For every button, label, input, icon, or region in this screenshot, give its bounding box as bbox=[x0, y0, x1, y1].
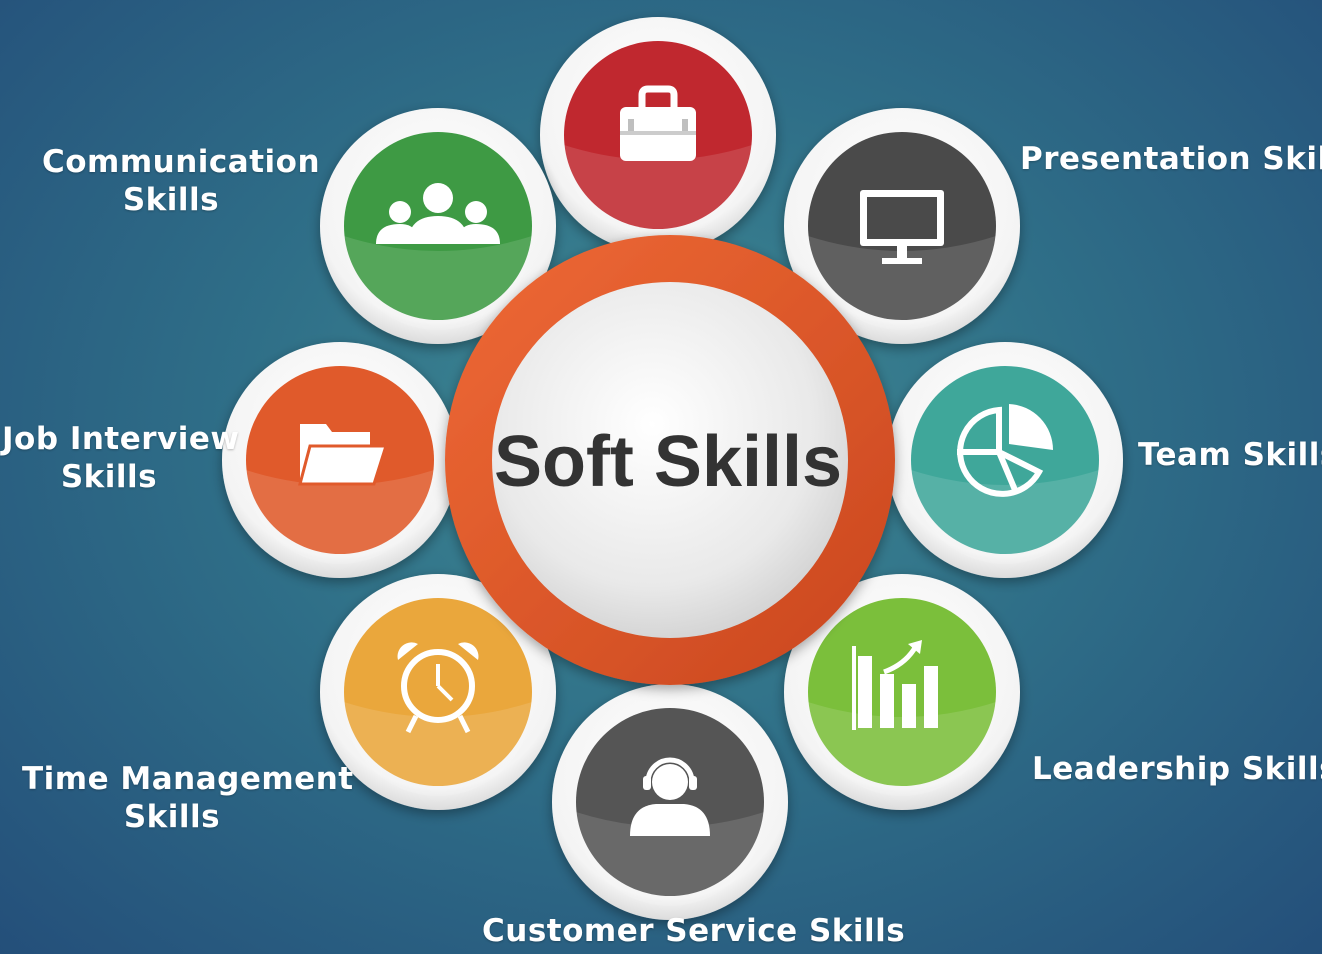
folder-icon bbox=[298, 424, 389, 486]
skill-node-job-interview bbox=[222, 342, 458, 578]
label-job-interview: Job Interview Skills bbox=[2, 420, 240, 496]
alarm-clock-icon bbox=[397, 642, 479, 734]
skill-node-disc bbox=[576, 708, 764, 896]
center-white-disc bbox=[492, 282, 848, 638]
label-line: Team Skills bbox=[1138, 437, 1322, 473]
skill-node-gloss bbox=[246, 470, 434, 564]
label-leadership: Leadership Skills bbox=[1032, 750, 1322, 788]
skill-node-gloss bbox=[911, 470, 1099, 564]
center-title: Soft Skills bbox=[494, 422, 842, 502]
label-line: Presentation Skills bbox=[1020, 141, 1322, 177]
label-customer-service: Customer Service Skills bbox=[482, 912, 905, 950]
skill-node-leadership bbox=[784, 574, 1020, 810]
label-communication: Communication Skills bbox=[42, 143, 321, 219]
people-group-icon bbox=[376, 183, 500, 244]
monitor-icon bbox=[860, 190, 944, 264]
center-hub: Soft Skills bbox=[445, 235, 895, 685]
skill-node-team bbox=[887, 342, 1123, 578]
skill-node-top bbox=[540, 17, 776, 253]
label-line: Skills bbox=[122, 182, 220, 218]
headset-user-icon bbox=[630, 757, 710, 836]
label-line: Time Management bbox=[22, 761, 354, 797]
label-presentation: Presentation Skills bbox=[1020, 140, 1322, 178]
skill-node-time-management bbox=[320, 574, 556, 810]
briefcase-icon bbox=[620, 85, 696, 161]
skill-node-gloss bbox=[344, 702, 532, 796]
label-line: Job Interview bbox=[2, 421, 240, 457]
label-line: Customer Service Skills bbox=[482, 913, 906, 949]
label-line: Skills bbox=[123, 799, 221, 835]
bar-chart-growth-icon bbox=[852, 640, 938, 730]
label-line: Communication bbox=[42, 144, 321, 180]
skill-node-communication bbox=[320, 108, 556, 344]
skill-node-gloss bbox=[576, 812, 764, 906]
skill-node-customer-service bbox=[552, 684, 788, 920]
skill-node-gloss bbox=[344, 236, 532, 330]
pie-chart-icon bbox=[957, 404, 1053, 497]
skill-node-gloss bbox=[808, 236, 996, 330]
label-line: Leadership Skills bbox=[1032, 751, 1322, 787]
skill-node-disc bbox=[344, 598, 532, 786]
label-line: Skills bbox=[60, 459, 158, 495]
label-team: Team Skills bbox=[1138, 436, 1322, 474]
label-time-management: Time Management Skills bbox=[22, 760, 354, 836]
skill-node-presentation bbox=[784, 108, 1020, 344]
skill-node-gloss bbox=[564, 145, 752, 239]
